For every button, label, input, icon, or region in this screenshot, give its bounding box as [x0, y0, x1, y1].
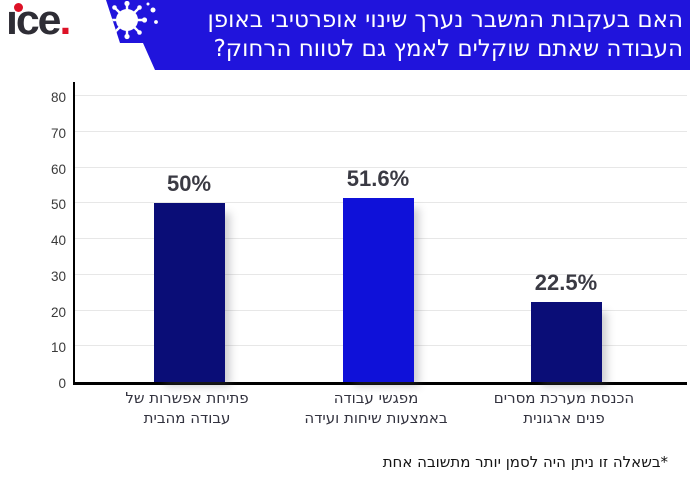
y-axis-tick-label: 30: [50, 268, 66, 284]
page-title: האם בעקבות המשבר נערך שינוי אופרטיבי באו…: [106, 6, 690, 64]
bar-value-label: 50%: [166, 171, 212, 197]
y-axis-tick-label: 50: [50, 197, 66, 213]
category-label: פתיחת אפשרות של עבודה מהבית: [125, 389, 249, 427]
logo-period: .: [59, 0, 71, 43]
gridline: [75, 95, 687, 96]
coronavirus-icon: [106, 1, 158, 40]
gridline: [75, 130, 687, 132]
bar-value-label: 51.6%: [346, 165, 410, 191]
bar-2: [342, 197, 414, 382]
bar-1: [153, 203, 225, 382]
y-axis-tick-label: 10: [50, 340, 66, 356]
y-axis-tick-label: 60: [50, 161, 66, 177]
y-axis-tick-label: 20: [50, 304, 66, 320]
logo-letter-i: ı: [6, 0, 18, 43]
title-line-1: האם בעקבות המשבר נערך שינוי אופרטיבי באו…: [207, 7, 684, 33]
category-label: הכנסת מערכת מסרים פנים ארגונית: [493, 389, 635, 427]
gridline: [75, 166, 687, 168]
title-banner: האם בעקבות המשבר נערך שינוי אופרטיבי באו…: [106, 0, 690, 70]
x-axis-category-labels: פתיחת אפשרות של עבודה מהבית מפגשי עבודה ב…: [73, 389, 685, 441]
category-label: מפגשי עבודה באמצעות שיחות ועידה: [304, 389, 448, 427]
y-axis-tick-label: 0: [58, 376, 66, 391]
title-line-2: העבודה שאתם שוקלים לאמץ גם לטווח הרחוק?: [213, 36, 683, 62]
logo-letters-ce: ce: [15, 0, 62, 43]
bar-value-label: 22.5%: [534, 269, 598, 295]
logo-i-dot: [14, 3, 23, 12]
footnote: *בשאלה זו ניתן היה לסמן יותר מתשובה אחת: [382, 453, 668, 471]
bar-3: [530, 301, 602, 382]
logo-text: ıce.: [6, 0, 71, 44]
y-axis-tick-label: 40: [50, 233, 66, 248]
ice-logo: ıce.: [6, 0, 106, 56]
bar-chart-plot-area: 0 10 20 30 40 50 60 70 80 50% 51.6% 22.5%: [51, 82, 687, 391]
y-axis-tick-label: 80: [50, 90, 66, 105]
y-axis-tick-label: 70: [50, 125, 66, 141]
